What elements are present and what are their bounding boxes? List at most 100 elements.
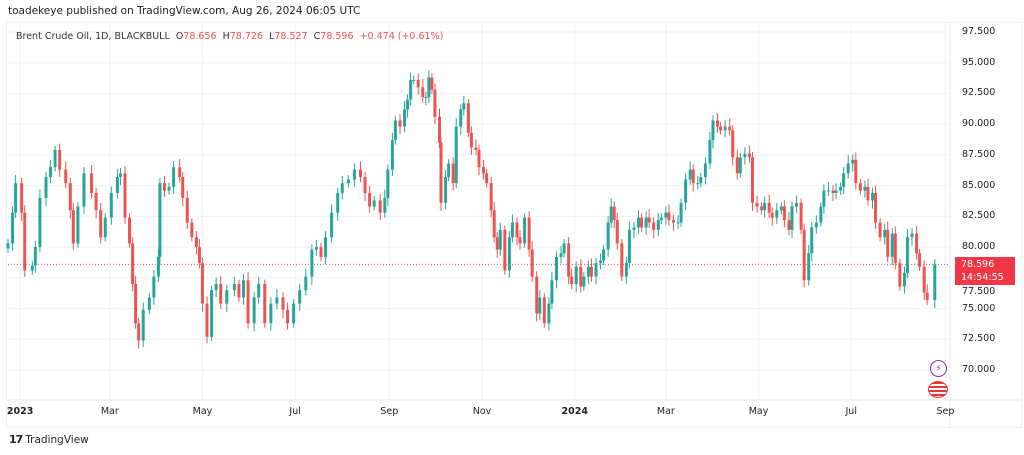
candle-body xyxy=(210,290,214,337)
candle-body xyxy=(893,233,897,264)
candle-body xyxy=(76,206,80,244)
candle xyxy=(822,184,826,214)
legend-symbol: Brent Crude Oil, 1D, BLACKBULL xyxy=(16,31,170,42)
candle xyxy=(304,268,308,296)
candle xyxy=(495,231,499,258)
candle-body xyxy=(454,126,458,184)
tradingview-brand: TradingView xyxy=(25,433,89,446)
candle-body xyxy=(137,323,141,341)
candle xyxy=(421,79,425,103)
candle xyxy=(358,161,362,183)
candle xyxy=(810,222,814,262)
candle xyxy=(225,284,229,312)
candle-body xyxy=(214,283,218,291)
candle xyxy=(237,279,241,302)
candle xyxy=(627,221,631,269)
candle-body xyxy=(167,186,171,191)
price-tick-label: 85.000 xyxy=(962,179,996,191)
candle-body xyxy=(790,206,794,230)
candle-body xyxy=(795,202,799,207)
us-flag-icon[interactable] xyxy=(928,381,948,398)
candle-body xyxy=(459,109,463,127)
candle xyxy=(807,244,811,286)
candle-body xyxy=(659,217,663,221)
bar-countdown: 14:54:55 xyxy=(961,272,1004,283)
candle xyxy=(398,114,402,134)
candle xyxy=(696,175,700,190)
candle xyxy=(874,185,878,229)
candle-body xyxy=(263,283,267,324)
time-tick-label: May xyxy=(192,406,213,417)
candle xyxy=(433,83,437,125)
candle xyxy=(68,177,72,219)
candle-body xyxy=(620,243,624,277)
candle xyxy=(427,70,431,104)
candle xyxy=(842,167,846,195)
legend-close: 78.596 xyxy=(320,31,354,42)
candle-body xyxy=(656,220,660,230)
price-tick-label: 72.500 xyxy=(962,333,996,345)
candle xyxy=(324,230,328,265)
candle xyxy=(30,261,34,275)
candle xyxy=(554,251,558,289)
candle-body xyxy=(810,227,814,254)
candle xyxy=(90,165,94,199)
candle xyxy=(933,259,937,309)
candle xyxy=(826,182,830,196)
candle xyxy=(390,132,394,176)
candle xyxy=(760,202,764,215)
time-tick-label: 2023 xyxy=(6,406,34,417)
candle xyxy=(731,125,735,166)
lightning-icon[interactable]: ⚡ xyxy=(930,360,947,377)
price-tick-label: 90.000 xyxy=(962,118,996,130)
candle-body xyxy=(839,186,843,191)
candle-body xyxy=(390,140,394,170)
candle xyxy=(269,297,273,331)
candle-body xyxy=(172,167,176,187)
candle-body xyxy=(498,229,502,250)
candle-body xyxy=(409,79,413,100)
candle-body xyxy=(554,256,558,281)
candle xyxy=(172,160,176,195)
candle-body xyxy=(158,183,162,257)
candle xyxy=(38,189,42,253)
candle-body xyxy=(451,163,455,184)
candle xyxy=(530,241,534,282)
tradingview-logo[interactable]: 𝟭𝟳 TradingView xyxy=(9,433,89,446)
candle-body xyxy=(433,89,437,117)
price-tick-label: 95.000 xyxy=(962,56,996,68)
candle xyxy=(156,248,160,282)
candle-body xyxy=(763,202,767,211)
candle xyxy=(424,91,428,106)
candle xyxy=(200,257,204,312)
time-tick-label: Jul xyxy=(845,406,857,417)
candle xyxy=(482,159,486,180)
candle xyxy=(454,118,458,189)
candle xyxy=(523,213,527,248)
candle xyxy=(586,260,590,284)
candle xyxy=(747,145,751,163)
candle-body xyxy=(640,217,644,228)
candle-body xyxy=(194,237,198,248)
time-tick-label: Nov xyxy=(472,406,492,417)
candle-body xyxy=(831,190,835,193)
candle xyxy=(141,302,145,347)
candle xyxy=(527,211,531,257)
candle xyxy=(242,274,245,305)
candle-body xyxy=(324,237,328,257)
candle xyxy=(795,195,799,213)
candle xyxy=(612,201,616,229)
candle xyxy=(691,164,695,192)
candle-body xyxy=(90,173,94,193)
candle-body xyxy=(589,266,593,277)
candle xyxy=(340,175,344,200)
candle xyxy=(82,167,86,214)
candle-body xyxy=(485,173,489,184)
candle-body xyxy=(624,263,628,277)
candle xyxy=(252,292,256,332)
candle xyxy=(194,230,198,255)
candle xyxy=(214,277,218,298)
candle xyxy=(814,215,818,234)
candle-body xyxy=(99,210,103,238)
